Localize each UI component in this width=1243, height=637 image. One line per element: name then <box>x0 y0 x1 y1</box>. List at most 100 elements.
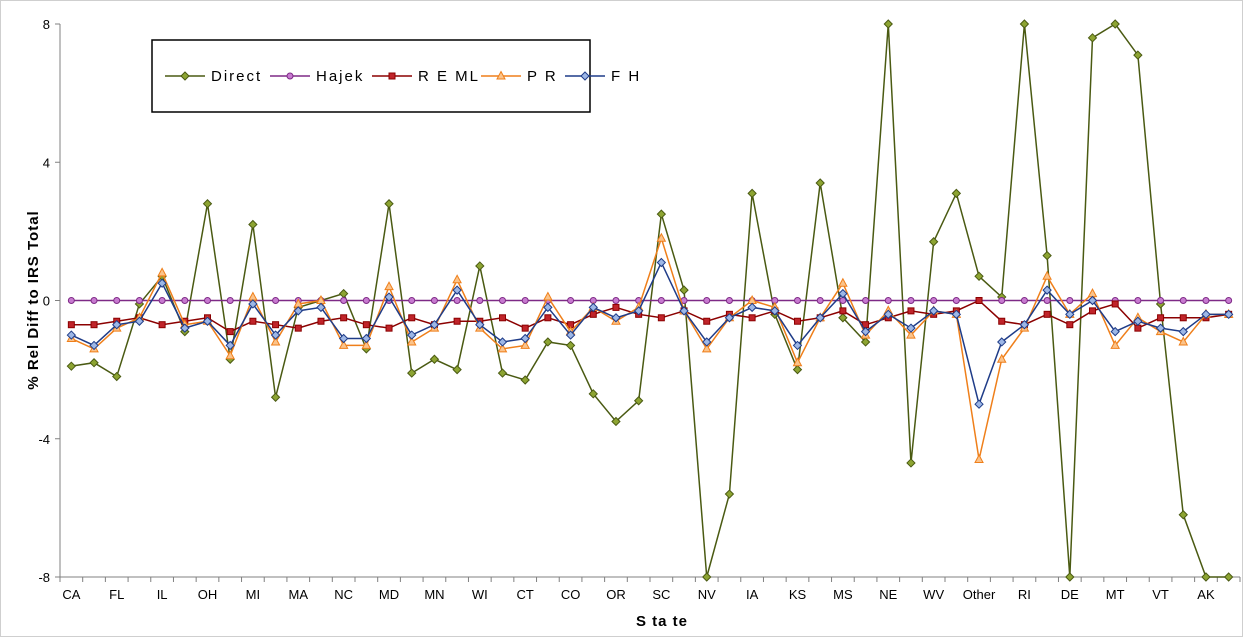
data-point <box>612 297 620 304</box>
x-tick-label: FL <box>109 587 124 602</box>
x-tick-label: MN <box>424 587 444 602</box>
series-line <box>71 23 1229 578</box>
data-point <box>1089 307 1096 315</box>
data-point <box>1178 510 1188 520</box>
data-point <box>974 453 984 463</box>
data-point <box>1019 19 1030 29</box>
data-point <box>384 281 394 291</box>
data-point <box>1157 314 1165 322</box>
data-point <box>974 271 984 282</box>
data-point <box>270 330 281 340</box>
x-tick-label: MI <box>246 587 260 602</box>
data-point <box>839 307 847 315</box>
data-point <box>656 209 667 219</box>
data-point <box>1223 309 1234 320</box>
data-point <box>112 371 122 382</box>
data-point <box>588 302 598 313</box>
data-point <box>338 339 349 349</box>
x-tick-label: IL <box>157 587 168 602</box>
x-tick-label: RI <box>1018 587 1031 602</box>
data-point <box>226 328 234 336</box>
data-point <box>1065 309 1075 320</box>
data-point <box>815 178 825 188</box>
data-point <box>1155 323 1166 333</box>
data-point <box>792 364 803 375</box>
data-point <box>1087 295 1098 306</box>
data-point <box>270 392 281 402</box>
data-point <box>544 314 552 322</box>
data-point <box>361 333 372 344</box>
data-point <box>1202 297 1210 304</box>
data-point <box>90 297 98 304</box>
data-point <box>272 297 280 304</box>
data-point <box>588 389 598 399</box>
data-point <box>249 317 257 325</box>
data-point <box>975 297 983 304</box>
x-axis-title: S ta te <box>636 613 688 630</box>
data-point <box>90 321 98 329</box>
y-tick-label: 0 <box>43 294 50 309</box>
data-point <box>543 291 553 301</box>
legend-label: R E ML <box>418 68 480 85</box>
data-point <box>794 297 801 304</box>
x-tick-label: OH <box>198 587 218 602</box>
data-point <box>724 489 735 499</box>
data-point <box>1201 572 1211 582</box>
data-point <box>1065 572 1075 582</box>
data-point <box>543 302 553 313</box>
legend-marker <box>580 71 590 81</box>
y-tick-label: -8 <box>38 570 50 585</box>
legend-marker <box>388 72 396 80</box>
data-point <box>157 267 167 277</box>
data-point <box>452 285 462 295</box>
data-point <box>497 368 508 378</box>
data-point <box>67 297 75 304</box>
y-tick-label: 4 <box>43 155 50 170</box>
data-point <box>883 309 893 320</box>
data-point <box>452 274 462 284</box>
data-point <box>952 297 960 304</box>
data-point <box>521 297 529 304</box>
data-point <box>679 285 689 295</box>
data-point <box>724 313 735 323</box>
data-point <box>883 19 893 29</box>
data-point <box>656 257 667 268</box>
data-point <box>928 237 939 247</box>
legend-label: P R <box>527 68 558 85</box>
data-point <box>657 314 665 322</box>
data-point <box>452 364 462 375</box>
data-point <box>521 324 529 332</box>
data-point <box>1178 336 1189 346</box>
data-point <box>792 340 803 351</box>
data-point <box>475 319 485 330</box>
data-point <box>633 396 644 406</box>
data-point <box>89 358 99 368</box>
legend-label: F H <box>611 68 641 85</box>
data-point <box>907 307 915 315</box>
legend-box <box>151 39 591 113</box>
x-tick-label: KS <box>789 587 807 602</box>
data-point <box>520 339 531 349</box>
data-point <box>362 321 370 329</box>
data-point <box>1042 250 1052 261</box>
data-point <box>362 297 370 304</box>
data-point <box>406 336 417 346</box>
data-point <box>497 337 508 347</box>
data-point <box>248 299 258 309</box>
data-point <box>747 302 757 313</box>
data-point <box>612 303 620 311</box>
data-point <box>181 297 189 304</box>
data-point <box>1019 319 1030 330</box>
data-point <box>1110 19 1120 29</box>
series-line <box>71 260 1229 407</box>
data-point <box>453 297 461 304</box>
data-point <box>293 306 303 316</box>
data-point <box>907 297 915 304</box>
x-tick-label: DE <box>1061 587 1079 602</box>
data-point <box>838 288 848 299</box>
data-point <box>816 297 824 304</box>
data-point <box>747 188 757 199</box>
data-point <box>272 321 280 329</box>
data-point <box>703 297 711 304</box>
